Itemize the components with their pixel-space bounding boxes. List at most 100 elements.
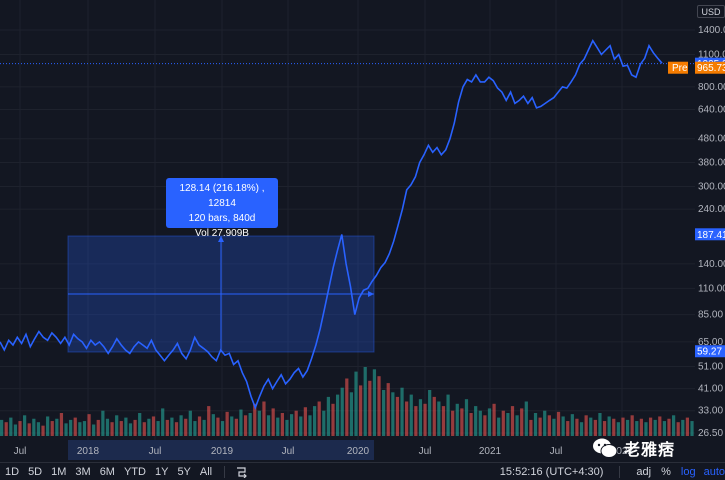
range-ytd-button[interactable]: YTD (123, 465, 146, 478)
volume-bar (289, 414, 294, 436)
volume-bar (354, 371, 358, 436)
volume-bar (138, 413, 142, 436)
x-axis (68, 440, 374, 460)
volume-bar (308, 415, 312, 436)
volume-bar (478, 410, 482, 436)
volume-bar (179, 415, 183, 436)
range-6m-button[interactable]: 6M (99, 465, 115, 478)
volume-bar (685, 417, 690, 436)
volume-bar (359, 385, 363, 436)
volume-bar (9, 417, 13, 436)
pre-market-badge (668, 61, 688, 74)
x-axis-tick-label: Jul (282, 446, 295, 457)
x-axis-labels: Jul 2018 Jul 2019 Jul 2020 Jul 2021 Jul 2022 (14, 446, 634, 457)
volume-bar (55, 418, 59, 436)
price-tag (695, 345, 725, 358)
currency-selector[interactable]: USD (697, 5, 725, 18)
y-axis-tick-label: 480.00 (698, 134, 725, 145)
x-axis-tick-label: 2018 (77, 446, 100, 457)
volume-bar (382, 390, 386, 436)
y-axis-tick-label: 300.00 (698, 181, 725, 192)
measure-h-arrowhead (368, 291, 374, 297)
volume-bar (96, 419, 100, 436)
clock[interactable]: 15:52:16 (UTC+4:30) (499, 465, 604, 478)
x-axis-tick-label: Jul (550, 446, 563, 457)
measure-bars: 120 bars, 840d (188, 213, 256, 224)
range-5d-button[interactable]: 5D (28, 465, 43, 478)
range-1d-button[interactable]: 1D (5, 465, 20, 478)
volume-bar (487, 408, 492, 436)
volume-bar (285, 419, 289, 436)
grid (0, 0, 695, 440)
x-axis-tick-label: Jul (149, 446, 162, 457)
volume-bar (639, 418, 643, 436)
volume-bar (474, 406, 478, 436)
percent-toggle[interactable]: % (661, 465, 671, 478)
volume-bar (602, 421, 607, 436)
volume-bar (625, 419, 630, 436)
y-axis-tick-label: 1400.00 (698, 25, 725, 36)
volume-bar (441, 406, 446, 436)
y-axis-tick-label: 51.00 (698, 361, 723, 372)
volume-bar (115, 415, 119, 436)
volume-bars (0, 367, 694, 436)
volume-bar (239, 409, 243, 436)
volume-bar (437, 401, 441, 436)
volume-bar (483, 415, 487, 436)
measure-v-arrowhead (218, 236, 224, 242)
volume-bar (671, 415, 676, 436)
toolbar-divider (224, 465, 226, 478)
volume-bar (418, 399, 423, 436)
measure-range[interactable] (67, 235, 375, 353)
volume-bar (662, 421, 666, 436)
volume-bar (363, 367, 367, 436)
x-axis-tick-label: Jul (14, 446, 27, 457)
volume-bar (681, 419, 685, 436)
volume-bar (510, 406, 515, 436)
y-axis-tick-label: 85.00 (698, 310, 723, 321)
volume-bar (188, 410, 192, 436)
volume-bar (82, 421, 87, 436)
range-5y-button[interactable]: 5Y (177, 465, 191, 478)
log-toggle[interactable]: log (680, 465, 696, 478)
y-axis-tick-label: 380.00 (698, 157, 725, 168)
volume-bar (372, 369, 377, 436)
volume-bar (400, 387, 404, 436)
volume-bar (340, 387, 344, 436)
y-axis-tick-label: 33.00 (698, 406, 723, 417)
price-tag (695, 61, 725, 74)
volume-bar (257, 410, 261, 436)
range-1m-button[interactable]: 1M (51, 465, 67, 478)
range-3m-button[interactable]: 3M (75, 465, 91, 478)
goto-date-icon[interactable] (235, 466, 249, 478)
volume-bar (561, 416, 565, 436)
x-axis-tick-label: Jul (419, 446, 432, 457)
volume-bar (515, 415, 519, 436)
volume-bar (547, 415, 551, 436)
volume-bar (593, 419, 597, 436)
range-all-button[interactable]: All (199, 465, 213, 478)
volume-bar (497, 417, 501, 436)
volume-bar (193, 421, 197, 436)
y-axis-tick-label: 640.00 (698, 105, 725, 116)
volume-bar (13, 424, 18, 436)
volume-bar (156, 421, 160, 436)
volume-bar (128, 423, 133, 436)
volume-bar (492, 403, 496, 436)
volume-bar (271, 408, 275, 436)
toolbar-divider-right (619, 465, 621, 478)
volume-bar (345, 378, 349, 436)
volume-bar (368, 380, 372, 436)
range-1y-button[interactable]: 1Y (154, 465, 169, 478)
y-axis-tick-label: 65.00 (698, 337, 723, 348)
volume-bar (423, 403, 427, 436)
adjust-toggle[interactable]: adj (636, 465, 652, 478)
measure-volume: Vol 27.909B (195, 228, 249, 239)
volume-bar (648, 417, 653, 436)
volume-bar (50, 421, 54, 436)
x-axis-tick-label: 2022 (611, 446, 634, 457)
auto-toggle[interactable]: auto (703, 465, 725, 478)
volume-bar (469, 413, 473, 436)
